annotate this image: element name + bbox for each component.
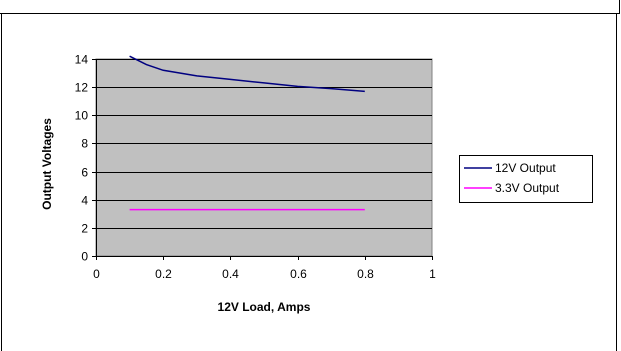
y-tick-label-2: 4 xyxy=(81,194,88,208)
x-axis-title: 12V Load, Amps xyxy=(218,300,311,314)
legend-box xyxy=(459,155,593,203)
x-tick-label-4: 0.8 xyxy=(357,267,374,281)
x-tick-label-0: 0 xyxy=(93,267,100,281)
y-tick-label-1: 2 xyxy=(81,222,88,236)
y-tick-label-3: 6 xyxy=(81,166,88,180)
plot-background xyxy=(95,58,433,257)
series-line-0 xyxy=(129,55,365,93)
chart-frame-top-border xyxy=(0,0,620,14)
y-tick-label-0: 0 xyxy=(81,250,88,264)
y-tick-label-7: 14 xyxy=(75,53,89,67)
x-tick-label-3: 0.6 xyxy=(290,267,307,281)
y-tick-label-4: 8 xyxy=(81,137,88,151)
x-tick-label-5: 1 xyxy=(429,267,436,281)
y-tick-label-5: 10 xyxy=(75,109,89,123)
legend: 12V Output 3.3V Output xyxy=(459,155,593,203)
plot-area-group: 0 2 4 6 8 10 12 14 0 0.2 0.4 0.6 0.8 1 xyxy=(75,53,437,282)
chart-frame xyxy=(1,13,617,351)
legend-label-0: 12V Output xyxy=(495,161,556,175)
legend-label-1: 3.3V Output xyxy=(495,181,560,195)
y-tick-label-6: 12 xyxy=(75,81,89,95)
x-tick-label-2: 0.4 xyxy=(222,267,239,281)
x-tick-label-1: 0.2 xyxy=(155,267,172,281)
y-axis-title: Output Voltages xyxy=(40,118,54,210)
